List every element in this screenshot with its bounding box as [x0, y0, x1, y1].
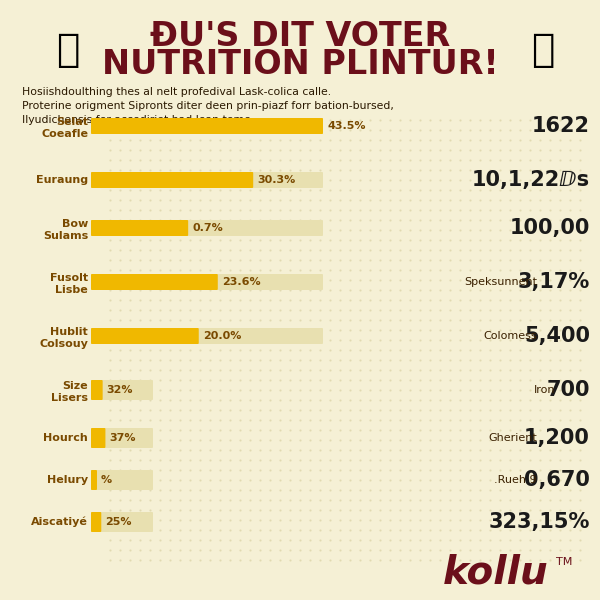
Text: Iron: Iron: [533, 385, 555, 395]
Text: 23.6%: 23.6%: [222, 277, 260, 287]
Text: NUTRITION PLINTUR!: NUTRITION PLINTUR!: [101, 49, 499, 82]
FancyBboxPatch shape: [91, 512, 153, 532]
Text: Gherient: Gherient: [488, 433, 537, 443]
Text: Size: Size: [62, 381, 88, 391]
Text: Aiscatiyé: Aiscatiyé: [31, 517, 88, 527]
Text: ÐU'S DIT VOTER: ÐU'S DIT VOTER: [150, 20, 450, 53]
Text: 10,1,22ⅅs: 10,1,22ⅅs: [472, 170, 590, 190]
FancyBboxPatch shape: [91, 220, 323, 236]
Text: Coeafle: Coeafle: [41, 129, 88, 139]
FancyBboxPatch shape: [91, 428, 153, 448]
Text: TM: TM: [556, 557, 572, 567]
Text: 1622: 1622: [532, 116, 590, 136]
Text: 37%: 37%: [109, 433, 136, 443]
Text: 100,00: 100,00: [509, 218, 590, 238]
Text: 20.0%: 20.0%: [203, 331, 241, 341]
FancyBboxPatch shape: [91, 328, 323, 344]
FancyBboxPatch shape: [91, 118, 323, 134]
FancyBboxPatch shape: [91, 274, 323, 290]
FancyBboxPatch shape: [91, 220, 188, 236]
Text: Colsouy: Colsouy: [39, 339, 88, 349]
Text: Speksunnent: Speksunnent: [464, 277, 537, 287]
FancyBboxPatch shape: [91, 274, 218, 290]
Text: Ilyudichensis fer accediriet had lean teme..: Ilyudichensis fer accediriet had lean te…: [22, 115, 257, 125]
Text: 1,200: 1,200: [524, 428, 590, 448]
Text: 32%: 32%: [107, 385, 133, 395]
Text: 5,400: 5,400: [524, 326, 590, 346]
FancyBboxPatch shape: [91, 172, 323, 188]
FancyBboxPatch shape: [91, 470, 97, 490]
FancyBboxPatch shape: [91, 172, 253, 188]
Text: Sulams: Sulams: [43, 231, 88, 241]
FancyBboxPatch shape: [91, 380, 103, 400]
Text: 🪴: 🪴: [56, 31, 80, 69]
Text: Hublit: Hublit: [50, 327, 88, 337]
Text: Lisers: Lisers: [51, 393, 88, 403]
Text: Euraung: Euraung: [36, 175, 88, 185]
Text: Hourch: Hourch: [43, 433, 88, 443]
FancyBboxPatch shape: [91, 380, 153, 400]
Text: 25%: 25%: [105, 517, 132, 527]
Text: 0,670: 0,670: [524, 470, 590, 490]
Text: Proterine origment Sipronts diter deen prin-piazf forr bation-bursed,: Proterine origment Sipronts diter deen p…: [22, 101, 394, 111]
FancyBboxPatch shape: [91, 512, 101, 532]
Text: %: %: [101, 475, 112, 485]
Text: 0.7%: 0.7%: [192, 223, 223, 233]
Text: Colomess: Colomess: [484, 331, 537, 341]
FancyBboxPatch shape: [91, 428, 106, 448]
Text: Lisbe: Lisbe: [55, 285, 88, 295]
Text: Hosiishdoulthing thes al nelt profedival Lask-colica calle.: Hosiishdoulthing thes al nelt profedival…: [22, 87, 331, 97]
Text: Fusolt: Fusolt: [50, 273, 88, 283]
Text: Helury: Helury: [47, 475, 88, 485]
FancyBboxPatch shape: [91, 328, 199, 344]
Text: Bow: Bow: [62, 219, 88, 229]
Text: 700: 700: [547, 380, 590, 400]
FancyBboxPatch shape: [91, 118, 323, 134]
Text: Selat: Selat: [56, 117, 88, 127]
Text: .Rueh 9: .Rueh 9: [494, 475, 537, 485]
Text: 30.3%: 30.3%: [257, 175, 295, 185]
Text: 323,15%: 323,15%: [488, 512, 590, 532]
Text: 3,17%: 3,17%: [518, 272, 590, 292]
Text: kollu: kollu: [442, 553, 548, 591]
Text: 43.5%: 43.5%: [327, 121, 365, 131]
Text: 🍌: 🍌: [532, 31, 554, 69]
FancyBboxPatch shape: [91, 470, 153, 490]
